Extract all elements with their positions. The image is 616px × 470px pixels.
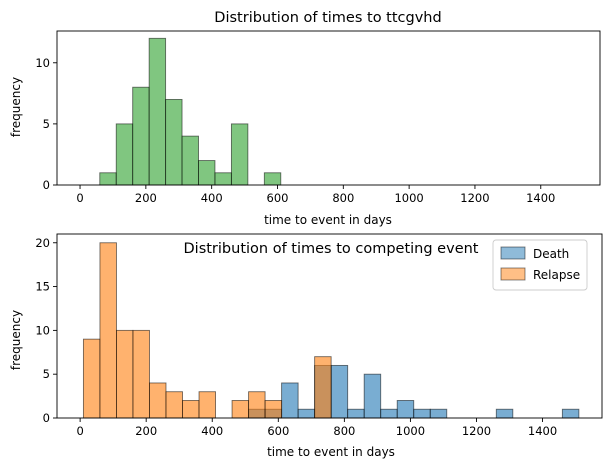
histogram-bar-relapse-3 [132, 329, 150, 419]
histogram-bar-relapse-0 [82, 338, 101, 419]
histogram-bar-series0-3 [148, 37, 167, 186]
histogram-bar-death-12 [495, 408, 514, 419]
y-axis-ticks: 0 5 10 [35, 56, 57, 192]
x-axis-label: time to event in days [267, 445, 395, 459]
x-tick-label: 1400 [528, 424, 557, 438]
x-axis-label: time to event in days [264, 213, 392, 227]
histogram-bar-death-5 [330, 364, 349, 419]
y-axis-ticks: 0 5 10 15 20 [35, 236, 57, 425]
x-tick-label: 600 [267, 424, 289, 438]
histogram-bar-death-9 [396, 400, 415, 419]
x-tick-label: 600 [267, 191, 289, 205]
x-tick-label: 1000 [396, 424, 425, 438]
histogram-bar-death-10 [413, 408, 431, 419]
x-tick-label: 200 [135, 424, 157, 438]
x-tick-label: 1400 [526, 191, 555, 205]
x-tick-label: 0 [76, 191, 83, 205]
x-tick-label: 200 [135, 191, 157, 205]
histogram-bar-relapse-4 [149, 382, 167, 419]
y-tick-label: 0 [43, 411, 50, 425]
chart-competing-event: Distribution of times to competing event… [9, 233, 603, 459]
y-tick-label: 5 [43, 367, 50, 381]
histogram-bar-series0-7 [214, 172, 232, 186]
y-tick-label: 10 [35, 323, 50, 337]
histogram-bar-death-6 [347, 408, 365, 419]
histogram-bar-series0-2 [132, 86, 150, 186]
x-tick-label: 400 [201, 191, 223, 205]
legend-swatch-relapse [500, 267, 526, 281]
y-tick-label: 10 [35, 56, 50, 70]
y-axis-label: frequency [9, 310, 23, 370]
histogram-bar-relapse-2 [116, 329, 134, 419]
histogram-bar-death-13 [561, 408, 580, 419]
chart-ttcgvhd: Distribution of times to ttcgvhd 0 200 400… [9, 10, 601, 227]
histogram-bar-relapse-6 [182, 400, 200, 419]
histogram-bar-relapse-11 [314, 356, 332, 419]
x-tick-label: 1000 [394, 191, 423, 205]
histogram-bar-relapse-1 [99, 242, 117, 419]
histogram-bar-relapse-8 [231, 400, 250, 419]
histogram-bar-relapse-5 [165, 391, 183, 419]
histogram-bar-series0-5 [181, 135, 199, 186]
histogram-bars [82, 242, 580, 419]
y-tick-label: 15 [35, 280, 50, 294]
x-tick-label: 0 [76, 424, 83, 438]
legend-label-relapse: Relapse [533, 268, 580, 282]
histogram-bar-death-2 [281, 382, 299, 419]
histogram-bars [99, 37, 282, 186]
histogram-bar-series0-8 [230, 123, 249, 186]
histogram-bar-relapse-9 [248, 391, 266, 419]
histogram-bar-death-8 [380, 408, 398, 419]
x-tick-label: 400 [201, 424, 223, 438]
chart-title: Distribution of times to competing event [184, 241, 479, 257]
legend: Death Relapse [492, 239, 588, 291]
x-axis-ticks: 0 200 400 600 800 1000 1200 1400 [76, 418, 557, 438]
histogram-bar-death-7 [363, 373, 382, 419]
histogram-bar-series0-1 [115, 123, 134, 186]
x-tick-label: 1200 [462, 424, 491, 438]
axes-frame [56, 30, 601, 186]
histogram-bar-series0-9 [263, 172, 282, 186]
y-tick-label: 5 [43, 117, 50, 131]
y-tick-label: 20 [35, 236, 50, 250]
histogram-bar-death-11 [429, 408, 448, 419]
histogram-bar-relapse-10 [264, 400, 283, 419]
y-axis-label: frequency [9, 77, 23, 137]
histogram-bar-series0-4 [165, 98, 183, 186]
histogram-bar-relapse-7 [198, 391, 216, 419]
x-tick-label: 800 [333, 424, 355, 438]
x-tick-label: 800 [332, 191, 354, 205]
axes-frame [56, 233, 603, 419]
x-axis-ticks: 0 200 400 600 800 1000 1200 1400 [76, 185, 555, 205]
chart-title: Distribution of times to ttcgvhd [214, 10, 441, 26]
legend-label-death: Death [533, 247, 569, 261]
histogram-bar-death-3 [297, 408, 316, 419]
y-tick-label: 0 [43, 178, 50, 192]
x-tick-label: 1200 [460, 191, 489, 205]
histogram-bar-series0-0 [99, 172, 117, 186]
legend-swatch-death [500, 246, 526, 260]
histogram-bar-series0-6 [198, 160, 216, 186]
